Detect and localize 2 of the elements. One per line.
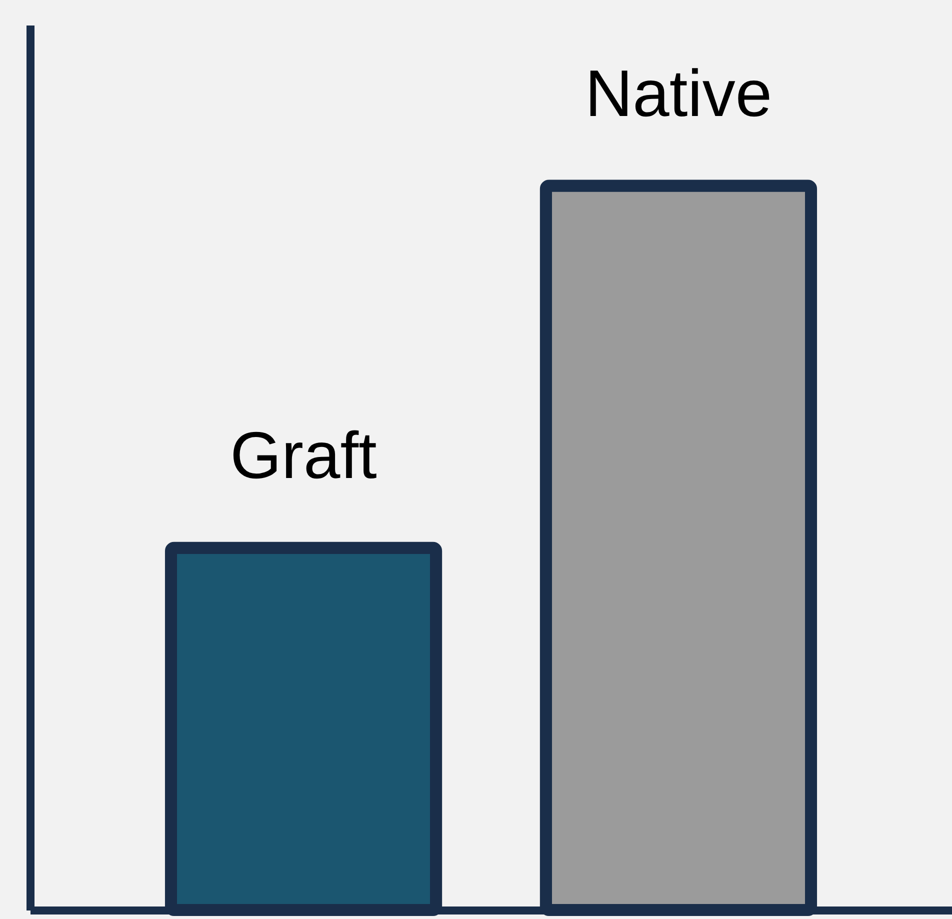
x-tick-label: Graft [230, 418, 377, 492]
x-tick-label: Native [584, 56, 772, 130]
